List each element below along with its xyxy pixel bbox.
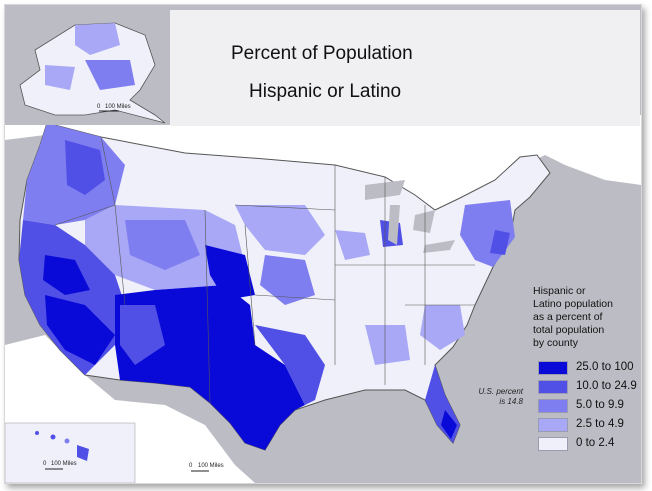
region-kansas	[260, 255, 315, 305]
region-arizona	[120, 305, 165, 365]
legend-label: 2.5 to 4.9	[576, 418, 624, 430]
state-boundaries	[54, 136, 475, 404]
region-east-texas	[255, 325, 325, 410]
legend-label: 0 to 2.4	[576, 437, 615, 449]
us-percent-line: U.S. percent	[478, 387, 523, 396]
lake-michigan	[388, 205, 400, 245]
region-southwest	[115, 285, 305, 450]
alaska-west	[45, 65, 75, 90]
region-deep-south	[365, 325, 410, 365]
legend-title-line: as a percent of	[533, 311, 603, 323]
legend-title-line: by county	[533, 337, 578, 349]
conus-scale-label: 100 Miles	[198, 463, 224, 469]
region-colorado-south	[205, 245, 255, 300]
legend-title-line: total population	[533, 324, 605, 336]
legend-title: Hispanic or Latino population as a perce…	[533, 285, 633, 350]
us-percent-line: is 14.8	[499, 397, 523, 406]
alaska-scale-label: 100 Miles	[105, 104, 131, 110]
legend-swatch	[538, 361, 568, 375]
us-counties-choropleth	[18, 122, 551, 451]
alaska-scale-zero: 0	[97, 104, 101, 110]
region-iowa	[335, 230, 370, 260]
legend-swatch	[538, 418, 568, 432]
conus-scale-zero: 0	[189, 463, 193, 469]
region-south-florida	[441, 410, 457, 439]
region-new-york	[490, 230, 510, 255]
hawaii-kauai	[35, 431, 39, 435]
legend-label: 5.0 to 9.9	[576, 399, 624, 411]
hawaii-maui	[64, 438, 70, 444]
map-title: Percent of Population	[231, 43, 413, 64]
hawaii-scale-zero: 0	[43, 461, 47, 467]
region-carolinas	[420, 305, 465, 350]
map-subtitle: Hispanic or Latino	[249, 81, 402, 102]
lake-erie	[423, 240, 455, 253]
us-percent-note: U.S. percent is 14.8	[475, 387, 523, 407]
legend-title-line: Latino population	[533, 298, 613, 310]
region-utah-nevada	[125, 220, 200, 270]
hawaii-big-island	[77, 445, 89, 461]
hawaii-oahu	[50, 434, 56, 440]
legend-label: 25.0 to 100	[576, 361, 634, 373]
alaska-inset	[5, 5, 170, 125]
alaska-north	[75, 23, 120, 55]
lake-huron	[413, 210, 435, 233]
hawaii-inset	[5, 422, 136, 483]
map-figure: Percent of Population Hispanic or Latino…	[4, 4, 642, 484]
title-panel	[170, 10, 640, 126]
legend-swatch	[538, 399, 568, 413]
legend-label: 10.0 to 24.9	[576, 380, 637, 392]
legend-swatch	[538, 437, 568, 451]
region-yakima	[65, 140, 105, 195]
alaska-interior	[85, 60, 135, 90]
region-southern-california	[45, 295, 115, 365]
hawaii-scale-label: 100 Miles	[51, 461, 77, 467]
region-plains-north	[235, 205, 325, 255]
hawaii-box	[5, 422, 136, 483]
legend-title-line: Hispanic or	[533, 285, 586, 297]
legend-swatch	[538, 380, 568, 394]
region-central-valley	[43, 255, 90, 295]
